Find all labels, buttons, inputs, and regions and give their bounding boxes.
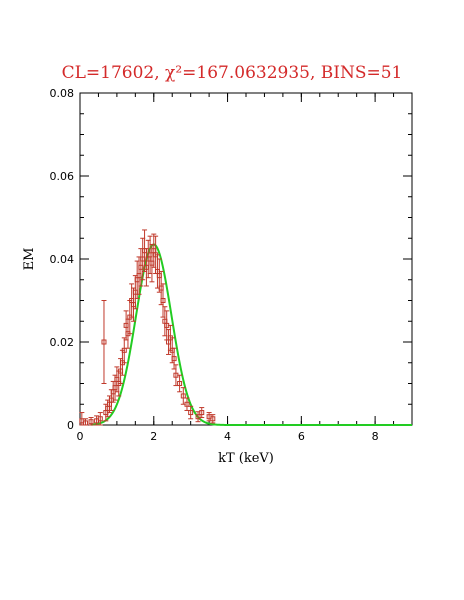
data-point — [171, 356, 177, 362]
data-point — [177, 381, 183, 386]
y-tick-label: 0.08 — [50, 87, 75, 100]
data-point — [101, 339, 107, 345]
data-point — [160, 298, 166, 303]
data-point — [199, 410, 205, 416]
data-point — [180, 393, 186, 399]
major-ticks — [79, 92, 412, 426]
data-point — [195, 414, 201, 420]
data-point — [121, 347, 127, 353]
y-tick-label: 0.04 — [50, 253, 75, 266]
data-point — [188, 410, 194, 416]
chart-title: CL=17602, χ²=167.0632935, BINS=51 — [62, 63, 403, 83]
data-point — [184, 401, 190, 407]
minor-ticks — [79, 92, 413, 426]
y-tick-labels: 0 0.02 0.04 0.06 0.08 — [50, 87, 75, 432]
x-tick-label: 6 — [298, 430, 305, 443]
x-tick-label: 8 — [372, 430, 379, 443]
y-tick-label: 0.02 — [50, 336, 75, 349]
data-point — [210, 416, 216, 422]
x-axis-label: kT (keV) — [218, 451, 274, 466]
x-tick-label: 0 — [77, 430, 84, 443]
data-point — [97, 416, 103, 422]
x-tick-label: 2 — [150, 430, 157, 443]
y-tick-label: 0.06 — [50, 170, 75, 183]
x-tick-label: 4 — [224, 430, 231, 443]
y-tick-label: 0 — [67, 419, 74, 432]
y-axis-label: EM — [22, 248, 37, 271]
plot-frame — [79, 92, 413, 426]
x-tick-labels: 0 2 4 6 8 — [77, 430, 379, 443]
data-point — [83, 420, 89, 426]
data-point — [88, 419, 94, 425]
points-layer — [79, 229, 216, 426]
